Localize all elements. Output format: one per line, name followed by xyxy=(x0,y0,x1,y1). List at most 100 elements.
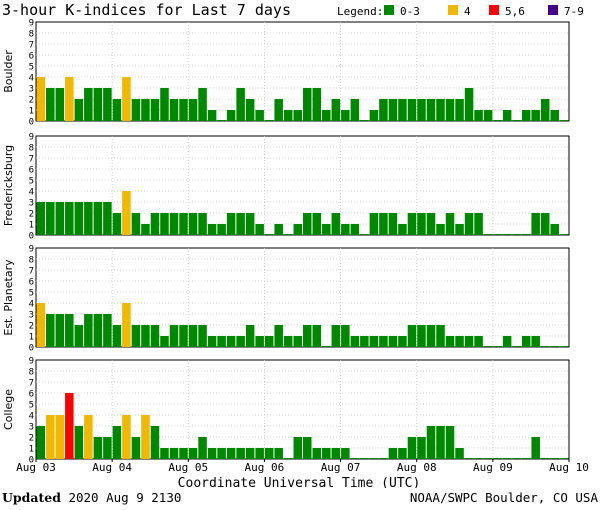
k-index-bar xyxy=(198,88,207,121)
k-index-bar xyxy=(559,458,569,459)
k-index-bar xyxy=(160,213,169,235)
y-tick-label: 9 xyxy=(29,245,34,255)
y-tick-label: 5 xyxy=(29,289,34,299)
k-index-bar xyxy=(483,346,493,347)
k-index-bar xyxy=(445,426,455,459)
y-tick-label: 7 xyxy=(29,267,34,277)
k-index-bar xyxy=(46,415,55,459)
k-index-bar xyxy=(55,415,65,459)
k-index-bar xyxy=(388,213,398,235)
k-index-bar xyxy=(502,458,512,459)
k-index-bar xyxy=(207,336,217,347)
k-index-bar xyxy=(198,325,207,347)
k-index-bar xyxy=(426,213,436,235)
y-tick-label: 7 xyxy=(29,379,34,389)
k-index-bar xyxy=(255,336,264,347)
k-index-bar xyxy=(474,336,483,347)
k-index-bar xyxy=(65,202,74,235)
k-index-bar xyxy=(521,234,531,235)
panel-frame xyxy=(35,21,570,122)
k-index-bar xyxy=(150,426,160,459)
k-index-bar xyxy=(398,99,407,121)
legend-label-4: 4 xyxy=(464,5,471,18)
k-index-bar xyxy=(141,224,150,235)
k-index-bar xyxy=(141,325,150,347)
k-index-bar xyxy=(350,99,360,121)
panel-label: College xyxy=(2,389,15,430)
k-index-bar xyxy=(559,120,569,121)
y-tick-label: 6 xyxy=(29,166,34,176)
k-index-bar xyxy=(55,202,65,235)
k-index-bar xyxy=(407,437,417,459)
k-index-bar xyxy=(264,120,274,121)
y-tick-label: 5 xyxy=(29,63,34,73)
k-index-bar xyxy=(36,426,46,459)
k-index-bar xyxy=(331,99,341,121)
k-index-bar xyxy=(283,458,293,459)
k-index-bar xyxy=(93,437,103,459)
k-index-bar xyxy=(74,325,84,347)
k-index-bar xyxy=(369,213,379,235)
legend-swatch-5,6 xyxy=(489,5,499,15)
k-index-bar xyxy=(179,325,188,347)
k-index-bar xyxy=(103,88,112,121)
k-index-bar xyxy=(169,448,179,459)
k-index-bar xyxy=(131,437,141,459)
y-tick-label: 8 xyxy=(29,30,34,40)
k-index-bar xyxy=(388,448,398,459)
k-index-bar xyxy=(455,448,464,459)
legend-swatch-4 xyxy=(448,5,458,15)
k-index-bar xyxy=(46,202,55,235)
k-index-chart: 3-hour K-indices for Last 7 days Legend:… xyxy=(2,1,589,488)
k-index-bar xyxy=(331,213,341,235)
k-index-bar xyxy=(483,110,493,121)
panel-frame xyxy=(35,135,570,236)
k-index-bar xyxy=(255,448,264,459)
k-index-bar xyxy=(312,213,322,235)
k-index-bar xyxy=(417,213,426,235)
k-index-bar xyxy=(331,325,341,347)
y-tick-label: 1 xyxy=(29,445,34,455)
y-tick-label: 5 xyxy=(29,401,34,411)
k-index-bar xyxy=(122,191,131,235)
k-index-bar xyxy=(341,448,350,459)
k-index-bar xyxy=(559,346,569,347)
k-index-bar xyxy=(236,448,245,459)
k-index-bar xyxy=(436,224,445,235)
k-index-bar xyxy=(274,325,283,347)
y-tick-label: 2 xyxy=(29,210,34,220)
k-index-bar xyxy=(93,88,103,121)
k-index-bar xyxy=(217,224,226,235)
k-index-bar xyxy=(369,110,379,121)
k-index-bar xyxy=(559,234,569,235)
k-index-bar xyxy=(474,213,483,235)
chart-title: 3-hour K-indices for Last 7 days xyxy=(2,1,291,19)
y-tick-label: 2 xyxy=(29,322,34,332)
k-index-bar xyxy=(274,224,283,235)
k-index-bar xyxy=(55,88,65,121)
k-index-bar xyxy=(417,99,426,121)
k-index-bar xyxy=(379,213,388,235)
k-index-bar xyxy=(455,336,464,347)
k-index-bar xyxy=(550,458,559,459)
k-index-bar xyxy=(236,213,245,235)
k-index-bar xyxy=(207,448,217,459)
k-index-bar xyxy=(464,336,474,347)
k-index-bar xyxy=(283,336,293,347)
k-index-bar xyxy=(179,448,188,459)
k-index-bar xyxy=(417,325,426,347)
k-index-bar xyxy=(103,202,112,235)
k-index-bar xyxy=(93,202,103,235)
k-index-bar xyxy=(531,110,540,121)
credit-text: NOAA/SWPC Boulder, CO USA xyxy=(409,490,598,505)
k-index-bar xyxy=(388,99,398,121)
k-index-bar xyxy=(293,437,302,459)
y-tick-label: 1 xyxy=(29,221,34,231)
k-index-bar xyxy=(550,110,559,121)
k-index-bar xyxy=(36,303,46,347)
k-index-bar xyxy=(274,448,283,459)
y-tick-label: 2 xyxy=(29,434,34,444)
k-index-bar xyxy=(236,88,245,121)
